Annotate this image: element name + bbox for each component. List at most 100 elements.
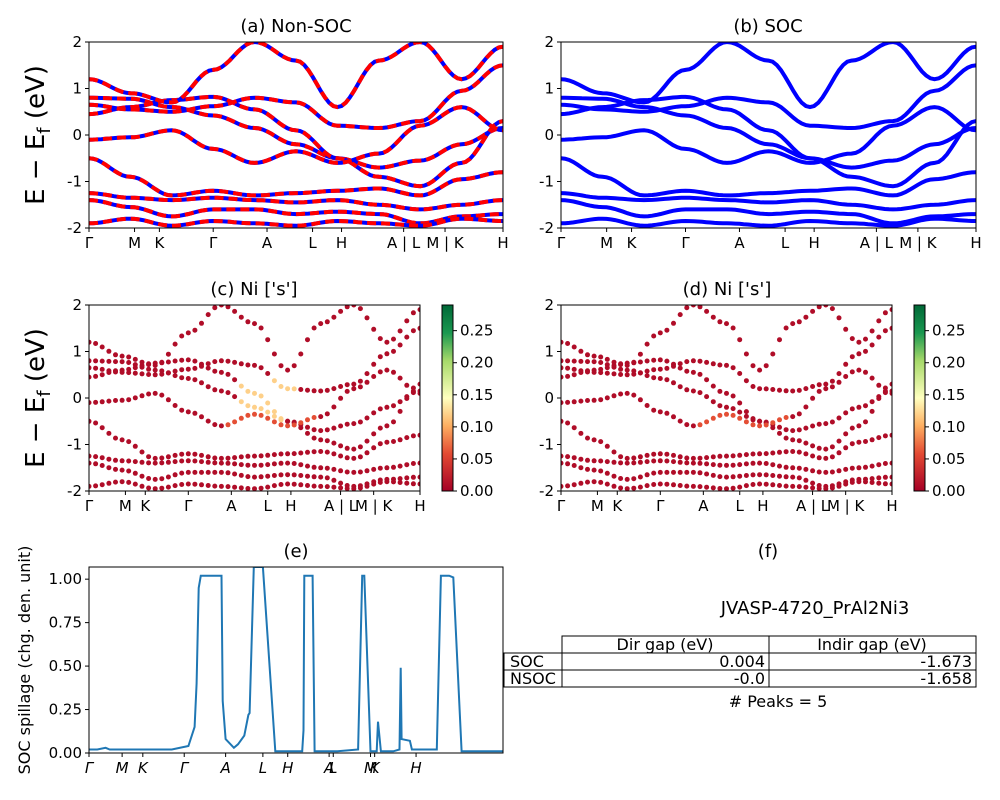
- projection-point: [119, 458, 125, 464]
- y-tick-label: 0: [544, 126, 554, 144]
- projection-point: [561, 400, 564, 406]
- projection-point: [856, 423, 862, 429]
- plot-area-e: [89, 567, 503, 753]
- projection-point: [152, 455, 158, 461]
- y-tick-label: 2: [544, 33, 554, 51]
- projection-point: [404, 318, 410, 324]
- projection-point: [657, 409, 663, 415]
- projection-point: [737, 462, 743, 468]
- x-tick-label: Γ: [184, 497, 193, 515]
- band-band-4: [561, 191, 976, 212]
- projection-point: [637, 484, 643, 490]
- projection-point: [657, 357, 663, 363]
- projection-point: [238, 454, 244, 460]
- projection-point: [710, 361, 716, 367]
- projection-point: [763, 461, 769, 466]
- projection-point: [179, 470, 185, 476]
- projection-point: [684, 422, 690, 428]
- projection-point: [849, 354, 855, 360]
- projection-point: [152, 476, 158, 482]
- projection-point: [324, 427, 330, 433]
- projection-point: [298, 420, 304, 426]
- projection-point: [305, 449, 310, 455]
- projection-point: [618, 362, 624, 368]
- projection-point: [578, 480, 584, 486]
- projection-point: [783, 435, 789, 441]
- projection-point: [783, 325, 789, 331]
- projection-point: [324, 465, 330, 471]
- projection-point: [351, 446, 357, 452]
- projection-point: [106, 430, 112, 436]
- projection-point: [298, 351, 304, 357]
- projection-point: [823, 446, 829, 452]
- projection-point: [252, 486, 257, 491]
- projection-point: [139, 393, 145, 399]
- projection-point: [384, 339, 390, 345]
- projection-point: [876, 475, 882, 481]
- x-tick-label: A: [323, 759, 334, 777]
- projection-point: [585, 435, 590, 441]
- plot-area-d: [561, 305, 892, 491]
- projection-point: [790, 449, 796, 454]
- projection-point: [106, 358, 112, 364]
- projection-point: [637, 397, 643, 403]
- x-tick-label: L: [781, 234, 790, 252]
- band-band-6: [561, 216, 976, 228]
- projection-point: [598, 354, 604, 360]
- projection-point: [863, 403, 868, 409]
- band-band-5: [561, 198, 976, 226]
- projection-point: [172, 452, 178, 458]
- projection-point: [245, 319, 251, 325]
- projection-point: [889, 325, 892, 331]
- projection-point: [571, 358, 577, 364]
- projection-point: [218, 469, 224, 475]
- projection-point: [165, 397, 171, 403]
- projection-point: [324, 411, 330, 417]
- projection-point: [790, 437, 796, 443]
- projection-point: [252, 362, 257, 368]
- projection-point: [377, 441, 383, 447]
- projection-point: [331, 386, 337, 392]
- projection-point: [690, 469, 696, 475]
- projection-point: [99, 344, 105, 350]
- projection-point: [591, 369, 597, 375]
- projection-point: [657, 451, 663, 457]
- projection-point: [410, 481, 416, 487]
- projection-point: [770, 450, 776, 456]
- projection-point: [265, 452, 271, 458]
- projection-point: [704, 419, 710, 425]
- x-tick-label: H: [414, 497, 425, 515]
- title-c: (c) Ni ['s']: [210, 279, 297, 300]
- projection-point: [271, 351, 277, 357]
- projection-point: [232, 419, 238, 425]
- projection-point: [338, 453, 344, 459]
- x-tick-label: M: [364, 759, 377, 777]
- projection-point: [146, 460, 152, 466]
- x-tick-label: M: [128, 234, 141, 252]
- projection-point: [571, 399, 577, 405]
- projection-point: [397, 463, 403, 469]
- projection-point: [311, 415, 317, 420]
- projection-point: [843, 445, 849, 451]
- projection-point: [298, 482, 304, 488]
- projection-point: [757, 481, 763, 487]
- projection-point: [671, 414, 676, 420]
- projection-point: [172, 358, 178, 364]
- projection-point: [146, 454, 152, 460]
- projection-point: [770, 473, 776, 478]
- projection-point: [364, 483, 370, 489]
- projection-point: [690, 460, 696, 466]
- projection-point: [604, 470, 610, 476]
- projection-point: [578, 368, 584, 374]
- projection-point: [199, 363, 204, 369]
- projection-point: [631, 460, 637, 466]
- plot-area-c: [89, 305, 420, 491]
- projection-point: [357, 444, 363, 450]
- projection-point: [106, 456, 112, 462]
- row-soc-indir: -1.673: [920, 652, 972, 671]
- projection-point: [391, 419, 396, 425]
- projection-point: [357, 384, 363, 390]
- y-tick-label: -1: [539, 173, 554, 191]
- projection-point: [165, 454, 171, 460]
- projection-point: [126, 370, 132, 376]
